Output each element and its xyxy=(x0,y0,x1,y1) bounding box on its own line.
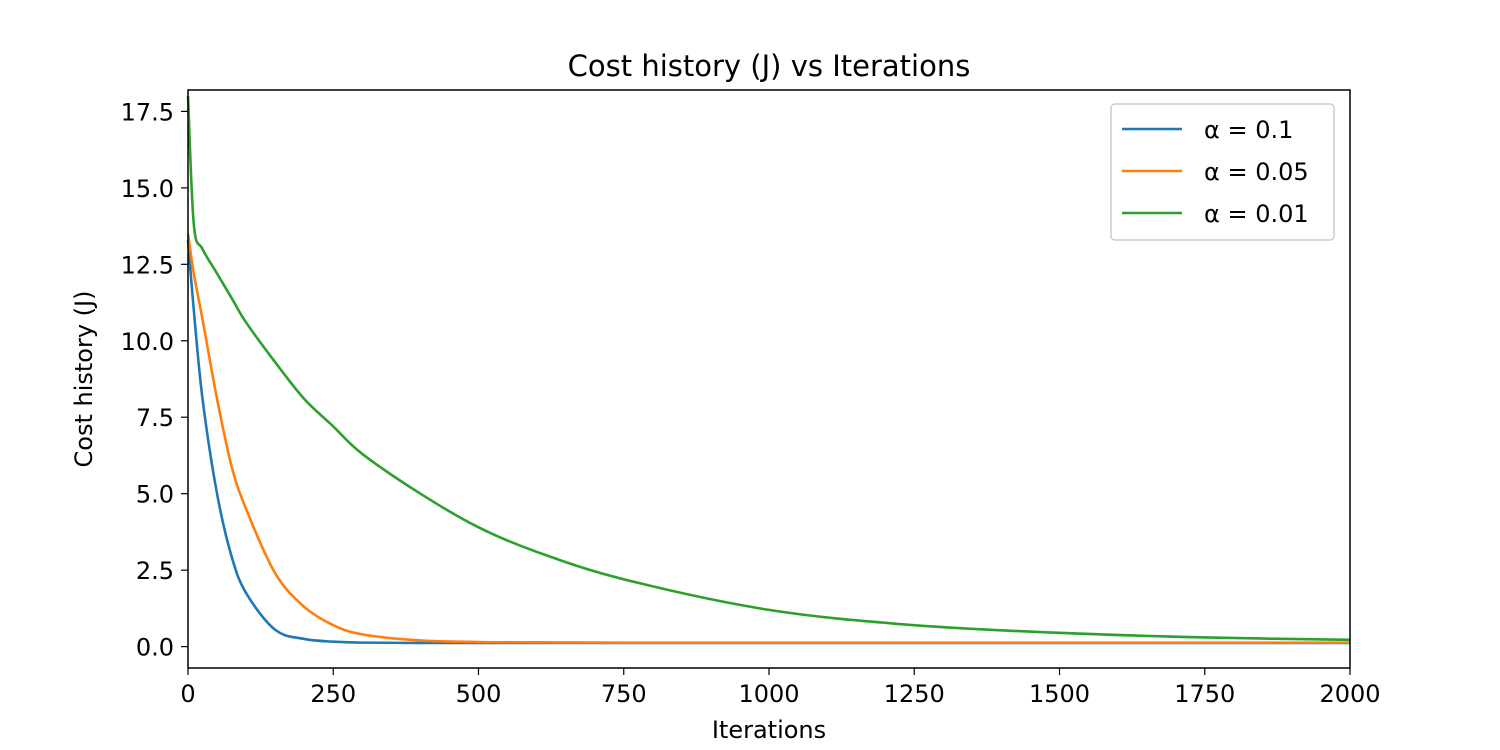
x-tick-label: 0 xyxy=(180,680,195,708)
x-axis-ticks: 0 250 500 750 1000 1250 1500 1750 2000 xyxy=(180,668,1381,708)
y-tick-label: 2.5 xyxy=(136,557,174,585)
legend-label-0: α = 0.1 xyxy=(1204,116,1293,144)
y-tick-label: 15.0 xyxy=(121,175,174,203)
legend-label-2: α = 0.01 xyxy=(1204,200,1309,228)
legend: α = 0.1 α = 0.05 α = 0.01 xyxy=(1110,103,1335,241)
x-tick-label: 2000 xyxy=(1319,680,1380,708)
x-tick-label: 1750 xyxy=(1174,680,1235,708)
x-tick-label: 1500 xyxy=(1029,680,1090,708)
legend-box xyxy=(1110,103,1335,241)
y-tick-label: 7.5 xyxy=(136,404,174,432)
x-tick-label: 750 xyxy=(601,680,647,708)
x-tick-label: 500 xyxy=(456,680,502,708)
x-axis-title: Iterations xyxy=(712,716,826,744)
x-tick-label: 1250 xyxy=(884,680,945,708)
y-axis-title: Cost history (J) xyxy=(70,291,98,468)
x-tick-label: 250 xyxy=(310,680,356,708)
y-tick-label: 17.5 xyxy=(121,98,174,126)
y-axis-ticks: 0.0 2.5 5.0 7.5 10.0 12.5 15.0 17.5 xyxy=(121,98,188,662)
y-tick-label: 0.0 xyxy=(136,634,174,662)
legend-label-1: α = 0.05 xyxy=(1204,158,1309,186)
series-line-1 xyxy=(186,233,1350,644)
y-tick-label: 10.0 xyxy=(121,328,174,356)
chart-title: Cost history (J) vs Iterations xyxy=(568,49,971,83)
plot-lines xyxy=(186,96,1351,645)
y-tick-label: 5.0 xyxy=(136,481,174,509)
y-tick-label: 12.5 xyxy=(121,251,174,279)
x-tick-label: 1000 xyxy=(738,680,799,708)
series-line-0 xyxy=(186,239,1350,645)
series-line-2 xyxy=(186,96,1351,642)
